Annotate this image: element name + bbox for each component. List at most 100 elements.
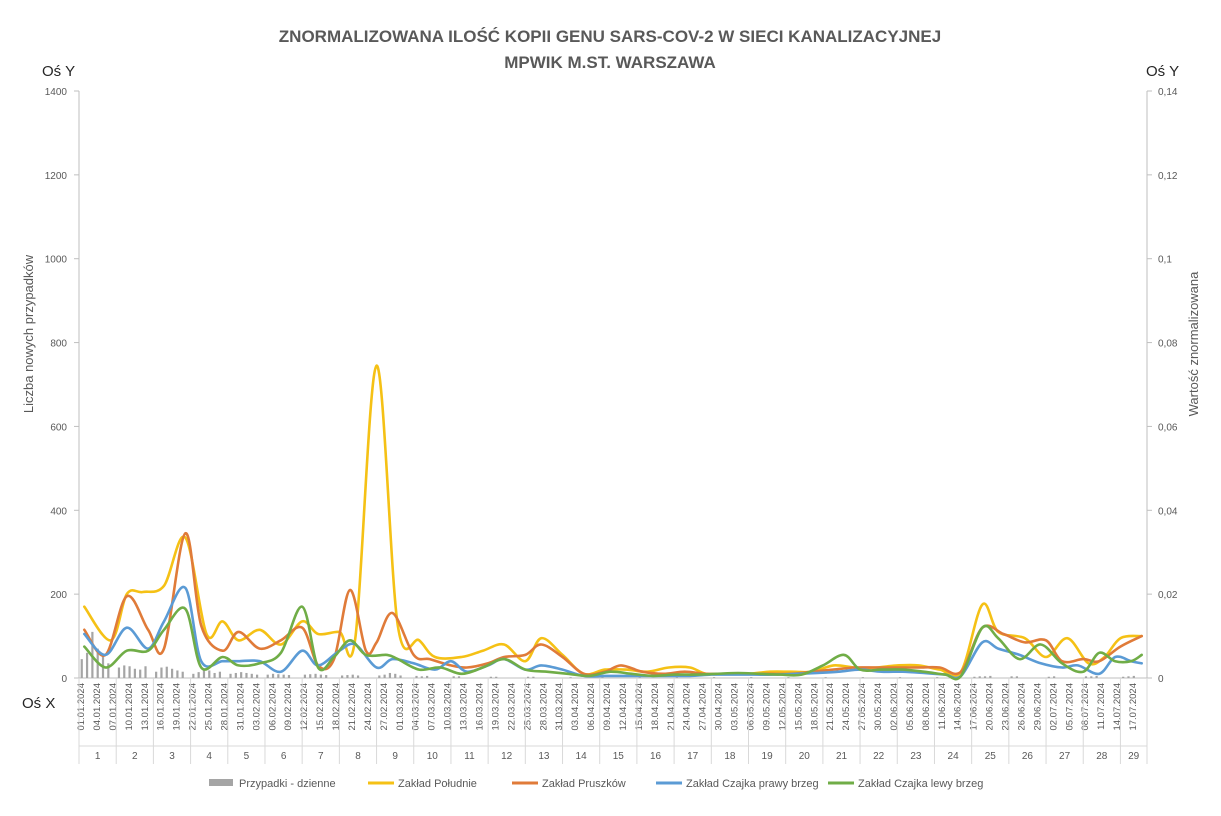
- x-date-tick-label: 19.01.2024: [172, 683, 183, 731]
- daily-cases-bar: [213, 672, 216, 678]
- daily-cases-bar: [192, 673, 195, 678]
- legend: Przypadki - dzienne Zakład Południe Zakład…: [209, 778, 983, 790]
- x-date-tick-label: 16.03.2024: [475, 683, 486, 731]
- x-date-tick-label: 24.04.2024: [682, 683, 693, 731]
- daily-cases-bar: [229, 673, 232, 678]
- y-right-tick-label: 0,06: [1158, 422, 1178, 433]
- daily-cases-bar: [1047, 676, 1050, 678]
- x-date-tick-label: 30.04.2024: [714, 683, 725, 731]
- x-date-tick-label: 11.07.2024: [1096, 683, 1107, 730]
- x-date-tick-label: 06.05.2024: [746, 683, 757, 731]
- daily-cases-bar: [256, 674, 259, 678]
- x-axis-labels: 01.01.2024 04.01.2024 07.01.2024 10.01.2024…: [76, 678, 1148, 764]
- x-date-tick-label: 24.02.2024: [363, 683, 374, 731]
- daily-cases-bar: [452, 676, 455, 678]
- week-label: 2: [132, 751, 138, 762]
- x-date-tick-label: 07.03.2024: [427, 683, 438, 731]
- series-line-zaklad-czajka-prawy-brzeg: [83, 585, 1143, 680]
- week-label: 3: [169, 751, 175, 762]
- daily-cases-bar: [457, 676, 461, 678]
- daily-cases-bar: [123, 665, 126, 678]
- x-date-tick-label: 31.01.2024: [235, 683, 246, 731]
- daily-cases-bar: [1053, 676, 1056, 678]
- x-date-tick-label: 17.07.2024: [1128, 683, 1139, 731]
- x-date-tick-label: 14.07.2024: [1112, 683, 1123, 731]
- daily-cases-bar: [319, 674, 322, 678]
- x-date-tick-label: 03.04.2024: [570, 683, 581, 731]
- legend-label: Zakład Czajka lewy brzeg: [858, 778, 983, 790]
- week-label: 8: [355, 751, 361, 762]
- x-date-tick-label: 03.05.2024: [730, 683, 741, 731]
- x-date-tick-label: 15.02.2024: [315, 683, 326, 731]
- daily-cases-bar: [107, 663, 110, 678]
- week-label: 6: [281, 751, 287, 762]
- x-date-tick-label: 01.01.2024: [76, 683, 87, 731]
- legend-label: Przypadki - dzienne: [239, 778, 336, 790]
- x-date-tick-label: 04.03.2024: [411, 683, 422, 731]
- x-date-tick-label: 15.05.2024: [793, 683, 804, 731]
- x-date-tick-label: 26.06.2024: [1017, 683, 1028, 731]
- week-label: 13: [538, 751, 550, 762]
- series-line-zaklad-poludnie: [83, 364, 1143, 678]
- y-left-corner-label: Oś Y: [42, 63, 75, 80]
- x-date-tick-label: 29.06.2024: [1032, 683, 1043, 731]
- x-date-tick-label: 09.04.2024: [602, 683, 613, 731]
- daily-cases-bar: [197, 672, 200, 678]
- x-date-tick-label: 05.06.2024: [905, 683, 916, 731]
- x-date-tick-label: 09.05.2024: [761, 683, 772, 731]
- legend-label: Zakład Południe: [398, 778, 477, 790]
- x-date-tick-label: 09.02.2024: [283, 683, 294, 731]
- daily-cases-bar: [117, 667, 121, 678]
- x-date-tick-label: 07.01.2024: [108, 683, 119, 731]
- daily-cases-bar: [341, 675, 344, 678]
- x-date-tick-label: 06.04.2024: [586, 683, 597, 731]
- daily-cases-bar: [675, 677, 678, 678]
- week-label: 10: [427, 751, 439, 762]
- x-date-tick-label: 12.05.2024: [777, 683, 788, 731]
- week-label: 24: [948, 751, 960, 762]
- x-date-tick-label: 24.05.2024: [841, 683, 852, 731]
- x-date-tick-label: 12.02.2024: [299, 683, 310, 731]
- x-date-tick-label: 13.03.2024: [459, 683, 470, 731]
- daily-cases-bar: [351, 674, 354, 678]
- daily-cases-bar: [282, 674, 285, 678]
- daily-cases-bar: [383, 674, 386, 678]
- week-label: 12: [501, 751, 513, 762]
- x-date-tick-label: 22.01.2024: [188, 683, 199, 731]
- daily-cases-bar: [415, 675, 418, 678]
- x-date-tick-label: 06.02.2024: [267, 683, 278, 731]
- daily-cases-bar: [426, 675, 429, 678]
- x-date-tick-label: 19.03.2024: [490, 683, 501, 731]
- daily-cases-bar: [532, 676, 535, 678]
- x-date-tick-label: 01.03.2024: [395, 683, 406, 731]
- week-label: 22: [873, 751, 885, 762]
- week-label: 14: [576, 751, 588, 762]
- x-date-tick-label: 25.01.2024: [204, 683, 215, 731]
- daily-cases-bar: [266, 674, 269, 678]
- daily-cases-bar: [208, 670, 211, 678]
- daily-cases-bar: [750, 677, 753, 678]
- daily-cases-bar: [176, 670, 179, 678]
- x-date-tick-label: 30.05.2024: [873, 683, 884, 731]
- chart-title-line-2: MPWIK M.ST. WARSZAWA: [504, 53, 716, 72]
- series-line-zaklad-czajka-lewy-brzeg: [83, 605, 1143, 681]
- week-label: 7: [318, 751, 324, 762]
- y-right-axis-title: Wartość znormalizowana: [1186, 271, 1201, 417]
- daily-cases-bar: [787, 677, 790, 678]
- daily-cases-bar: [181, 671, 184, 678]
- daily-cases-bar: [824, 677, 827, 678]
- x-date-tick-label: 15.04.2024: [634, 683, 645, 731]
- y-right-tick-label: 0,12: [1158, 171, 1178, 182]
- daily-cases-bar: [978, 676, 981, 678]
- y-left-tick-label: 1000: [45, 255, 68, 266]
- daily-cases-bar: [420, 676, 423, 678]
- daily-cases-bar: [388, 672, 392, 678]
- x-date-tick-label: 31.03.2024: [554, 683, 565, 731]
- daily-cases-bar: [133, 668, 136, 678]
- daily-cases-bar: [325, 675, 328, 678]
- y-left-axis-title: Liczba nowych przypadków: [21, 254, 36, 413]
- x-date-tick-label: 17.06.2024: [969, 683, 980, 731]
- x-date-tick-label: 27.04.2024: [698, 683, 709, 731]
- daily-cases-bar: [861, 677, 864, 678]
- daily-cases-bar: [1127, 676, 1130, 678]
